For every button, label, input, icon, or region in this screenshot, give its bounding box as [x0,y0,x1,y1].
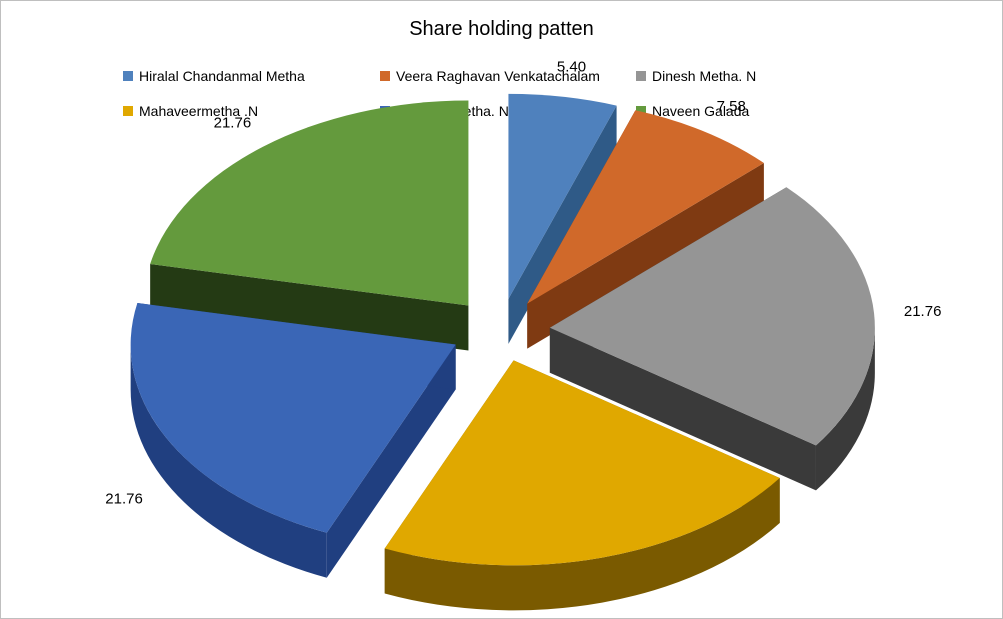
legend-label: Hiralal Chandanmal Metha [139,68,305,84]
legend-swatch [123,71,133,81]
pie-slice-top [384,360,780,566]
pie-slice-side [549,327,816,491]
legend-swatch [636,106,646,116]
legend-label: Dinesh Metha. N [652,68,757,84]
pie-slice [384,360,780,611]
pie-slice-top [508,93,617,299]
legend-label: Naveen Galada [652,103,750,119]
pie-slice [130,303,456,578]
legend-label: Veera Raghavan Venkatachalam [396,68,600,84]
pie-slice [508,93,617,344]
legend-item: Dinesh Metha. N [636,68,756,84]
pie-slice-wall [384,478,780,611]
pie-slice-side [527,163,764,349]
data-label: 7.58 [717,98,746,115]
legend-swatch [380,71,390,81]
data-label: 5.40 [557,59,586,76]
legend-item: Naveen Galada [636,103,749,119]
pie-slice-top [527,110,764,304]
pie-slice [150,100,469,351]
pie-slice-top [150,100,469,306]
legend-swatch [123,106,133,116]
data-label: 21.76 [105,490,143,507]
legend-label: Mahaveermetha .N [139,103,259,119]
data-label: 21.76 [214,115,252,132]
data-label: 21.76 [904,303,942,320]
pie-slice [549,187,875,491]
legend-item: Hiralal Chandanmal Metha [123,68,305,84]
pie-slice [527,110,764,349]
pie-slice-side [508,105,617,344]
legend-item: Mahaveermetha .N [123,103,258,119]
pie-slice-top [549,187,875,446]
chart-legend: Hiralal Chandanmal Metha Veera Raghavan V… [0,0,1003,140]
pie-slice-side [326,344,456,578]
pie-slice-side [150,264,469,351]
pie-slice-wall [130,344,327,578]
chart-title: Share holding patten [409,18,594,40]
pie-slice-top [130,303,456,533]
pie-slice-wall [815,327,875,491]
legend-swatch [636,71,646,81]
legend-item: Veera Raghavan Venkatachalam [380,68,600,84]
